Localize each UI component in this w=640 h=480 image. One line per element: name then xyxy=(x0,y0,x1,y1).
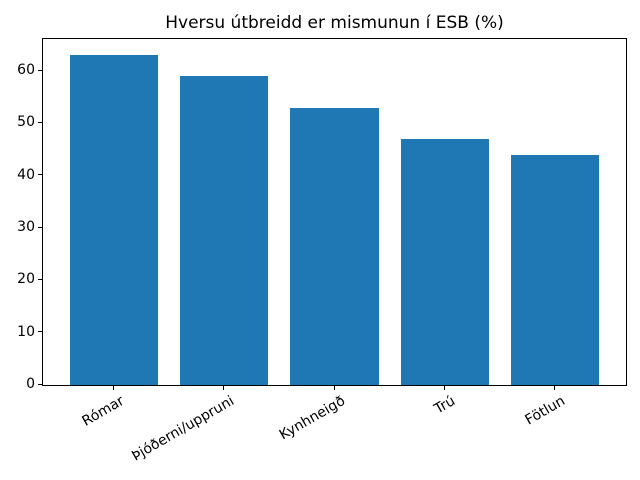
y-tick-mark xyxy=(38,121,42,123)
y-tick-mark xyxy=(38,278,42,280)
x-tick-mark xyxy=(554,386,556,390)
y-tick-mark xyxy=(38,174,42,176)
x-tick-mark xyxy=(223,386,225,390)
x-tick-label: Rómar xyxy=(79,393,127,430)
chart-title: Hversu útbreidd er mismunun í ESB (%) xyxy=(165,13,504,33)
y-tick-label: 20 xyxy=(17,271,35,288)
y-tick-label: 60 xyxy=(17,62,35,79)
bar-Trú xyxy=(400,139,490,385)
y-tick-label: 40 xyxy=(17,166,35,183)
x-tick-mark xyxy=(333,386,335,390)
x-tick-mark xyxy=(443,386,445,390)
y-tick-mark xyxy=(38,69,42,71)
y-tick-mark xyxy=(38,383,42,385)
x-tick-mark xyxy=(112,386,114,390)
y-tick-label: 50 xyxy=(17,114,35,131)
x-tick-label: Trú xyxy=(431,393,458,418)
bar-Fötlun xyxy=(511,154,600,385)
x-tick-label: Þjóðerni/uppruni xyxy=(129,393,238,465)
bar-Þjóðerni/uppruni xyxy=(179,76,269,385)
bar-Rómar xyxy=(69,55,158,385)
y-tick-label: 30 xyxy=(17,219,35,236)
x-tick-label: Fötlun xyxy=(522,393,569,429)
y-tick-label: 0 xyxy=(26,376,35,392)
y-tick-mark xyxy=(38,226,42,228)
x-tick-label: Kynhneigð xyxy=(276,393,348,444)
bar-Kynhneigð xyxy=(290,107,379,385)
y-tick-label: 10 xyxy=(17,323,35,340)
y-tick-mark xyxy=(38,331,42,333)
plot-area xyxy=(42,38,627,386)
